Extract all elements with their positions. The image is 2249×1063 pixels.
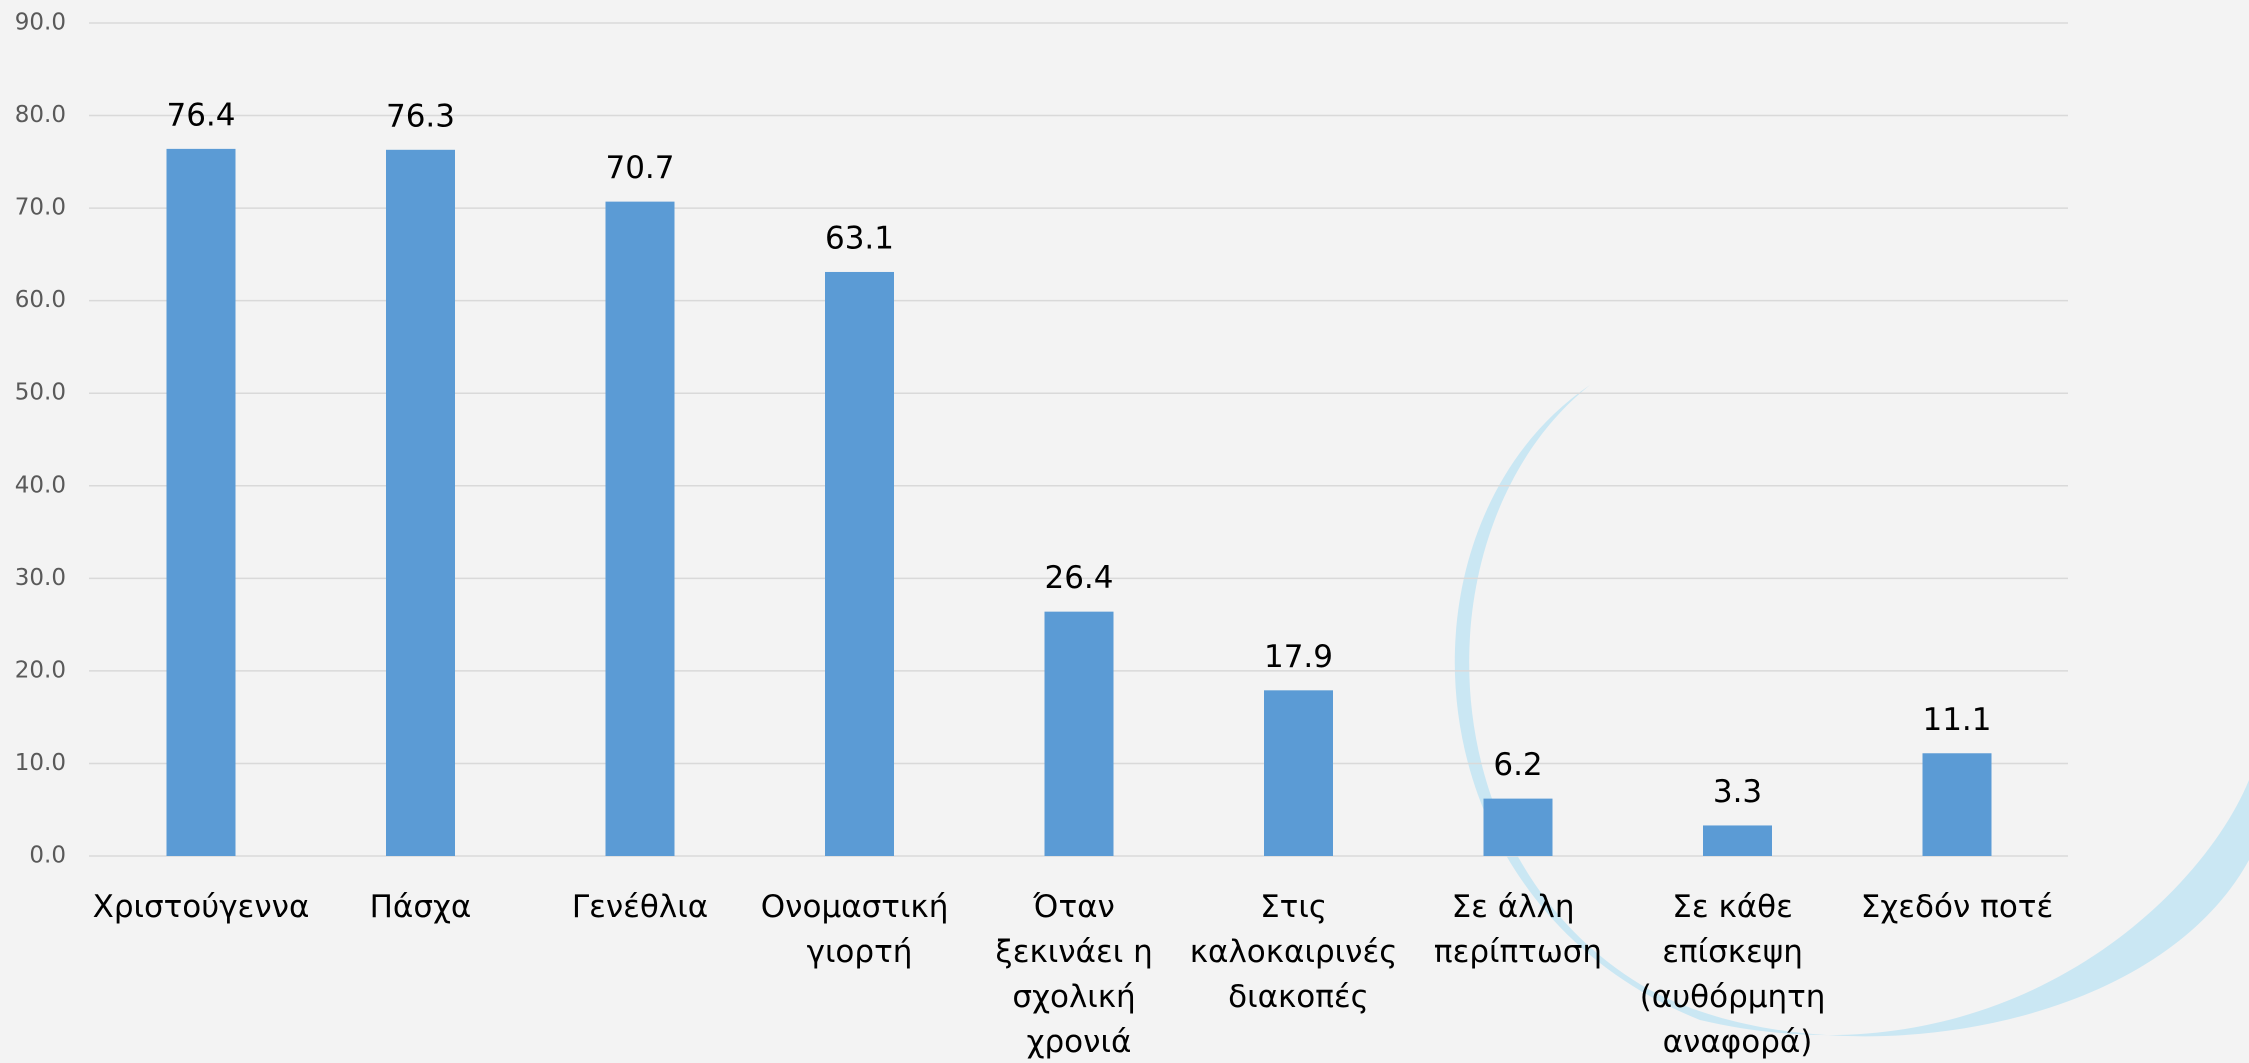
data-label: 70.7: [605, 150, 674, 186]
x-tick-label: Σε κάθε επίσκεψη (αυθόρμητη αναφορά): [1640, 889, 1836, 1060]
y-tick-label: 50.0: [15, 380, 66, 406]
x-tick-label: Σε άλλη περίπτωση: [1434, 889, 1602, 970]
data-label: 6.2: [1493, 747, 1542, 783]
y-tick-label: 10.0: [15, 750, 66, 776]
y-tick-label: 70.0: [15, 195, 66, 221]
x-tick-label: Ονομαστική γιορτή: [761, 889, 958, 970]
data-label: 76.4: [166, 97, 235, 133]
x-tick-label: Γενέθλια: [572, 889, 708, 925]
bar: [1264, 690, 1333, 856]
y-tick-label: 0.0: [29, 843, 66, 869]
data-label: 17.9: [1264, 639, 1333, 675]
x-tick-label: Σχεδόν ποτέ: [1861, 889, 2053, 925]
y-tick-label: 40.0: [15, 472, 66, 498]
data-label: 3.3: [1713, 774, 1762, 810]
x-tick-label: Χριστούγεννα: [93, 889, 310, 925]
data-label: 11.1: [1922, 702, 1991, 738]
bar: [825, 271, 894, 856]
bar: [1044, 611, 1114, 856]
y-tick-label: 90.0: [15, 10, 66, 36]
x-tick-label: Στις καλοκαιρινές διακοπές: [1190, 889, 1408, 1015]
bar: [1922, 753, 1992, 856]
bar: [1703, 825, 1772, 856]
y-tick-label: 20.0: [15, 657, 66, 683]
x-tick-label: Πάσχα: [370, 889, 472, 925]
bar: [605, 201, 675, 857]
x-tick-label: Όταν ξεκινάει η σχολική χρονιά: [995, 889, 1162, 1060]
bar: [1483, 798, 1553, 856]
data-label: 76.3: [386, 98, 455, 134]
data-label: 63.1: [825, 220, 894, 256]
data-label: 26.4: [1044, 560, 1113, 596]
bar: [386, 149, 455, 856]
y-tick-label: 30.0: [15, 565, 66, 591]
bar: [166, 148, 236, 856]
y-tick-label: 60.0: [15, 287, 66, 313]
y-tick-label: 80.0: [15, 102, 66, 128]
